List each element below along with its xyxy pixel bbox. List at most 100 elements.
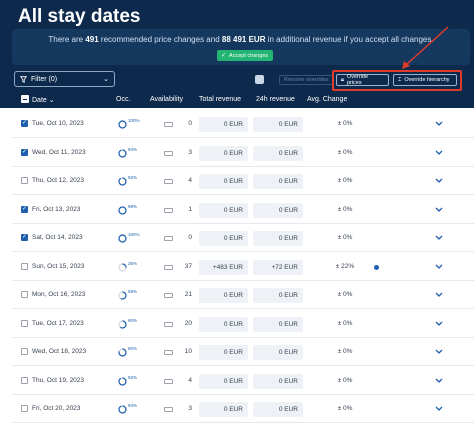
remove-overrides-button[interactable]: Remove overrides (279, 75, 334, 85)
chevron-down-icon (435, 292, 443, 297)
occupancy: 94% (118, 402, 158, 416)
expand-row-button[interactable] (432, 231, 447, 245)
expand-row-button[interactable] (432, 117, 447, 131)
banner-suffix: in additional revenue if you accept all … (267, 35, 434, 44)
revenue-24h-value: 0 EUR (253, 174, 303, 189)
table-row[interactable]: Mon, Oct 16, 2023 58% 21 0 EUR 0 EUR ± 0… (12, 281, 474, 309)
clipboard-icon[interactable] (255, 75, 264, 84)
expand-row-button[interactable] (432, 260, 447, 274)
table-row[interactable]: Fri, Oct 13, 2023 98% 1 0 EUR 0 EUR ± 0% (12, 196, 474, 224)
occupancy-ring-icon (118, 319, 127, 329)
recommendation-banner: There are 491 recommended price changes … (12, 29, 470, 65)
stay-date: Mon, Oct 16, 2023 (32, 291, 86, 298)
chevron-down-icon (435, 178, 443, 183)
col-avg-change[interactable]: Avg. Change (307, 96, 348, 103)
row-checkbox[interactable] (21, 291, 28, 298)
table-row[interactable]: Sat, Oct 14, 2023 100% 0 0 EUR 0 EUR ± 0… (12, 224, 474, 252)
row-checkbox[interactable] (21, 148, 28, 156)
highlight-box (332, 70, 462, 91)
revenue-24h-value: 0 EUR (253, 316, 303, 332)
chevron-down-icon (435, 349, 443, 354)
override-prices-label: Override prices (346, 74, 369, 86)
occupancy-value: 80% (128, 346, 138, 351)
availability-value: 21 (184, 291, 192, 298)
occupancy-ring-icon (118, 177, 127, 186)
bed-icon (164, 178, 173, 184)
filter-button[interactable]: Filter (0) ⌄ (14, 71, 115, 87)
availability-value: 0 (188, 120, 192, 127)
row-checkbox[interactable] (21, 376, 28, 384)
revenue-24h-value: 0 EUR (253, 202, 303, 218)
expand-row-button[interactable] (432, 317, 447, 331)
total-revenue-value: 0 EUR (199, 145, 248, 161)
occupancy-ring-icon (118, 405, 127, 414)
expand-row-button[interactable] (432, 345, 447, 359)
table-row[interactable]: Wed, Oct 11, 2023 94% 3 0 EUR 0 EUR ± 0% (12, 139, 474, 167)
occupancy-value: 94% (128, 403, 138, 408)
availability-value: 10 (184, 348, 192, 355)
row-checkbox[interactable] (21, 319, 28, 327)
expand-row-button[interactable] (432, 174, 447, 188)
total-revenue-value: 0 EUR (199, 345, 248, 360)
col-availability[interactable]: Availability (150, 96, 183, 103)
col-date[interactable]: Date ⌄ (32, 97, 55, 104)
accept-changes-button[interactable]: ✓ Accept changes (217, 50, 274, 61)
override-prices-button[interactable]: 🔒︎ Override prices (336, 74, 389, 86)
banner-middle: recommended price changes and (100, 35, 220, 44)
expand-row-button[interactable] (432, 374, 447, 388)
table-header: Date ⌄ Occ. Availability Total revenue 2… (0, 92, 474, 108)
row-checkbox[interactable] (21, 177, 28, 184)
table-row[interactable]: Tue, Oct 17, 2023 60% 20 0 EUR 0 EUR ± 0… (12, 310, 474, 338)
row-checkbox[interactable] (21, 405, 28, 412)
table-row[interactable]: Fri, Oct 20, 2023 94% 3 0 EUR 0 EUR ± 0% (12, 395, 474, 423)
text-cursor-icon: ⌶ (398, 76, 402, 83)
accept-changes-label: Accept changes (229, 52, 269, 59)
override-hierarchy-label: Override hierarchy (404, 77, 450, 83)
stay-date: Sun, Oct 15, 2023 (32, 262, 85, 270)
check-icon: ✓ (221, 53, 227, 59)
table-row[interactable]: Thu, Oct 19, 2023 92% 4 0 EUR 0 EUR ± 0% (12, 367, 474, 395)
col-24h-revenue[interactable]: 24h revenue (256, 96, 295, 103)
expand-row-button[interactable] (432, 146, 447, 160)
occupancy-value: 92% (128, 374, 138, 380)
banner-prefix: There are (48, 35, 84, 44)
bed-icon (164, 378, 173, 384)
recommendation-count: 491 (85, 35, 99, 44)
row-checkbox[interactable] (21, 119, 28, 127)
table-row[interactable]: Sun, Oct 15, 2023 26% 37 +483 EUR +72 EU… (12, 253, 474, 281)
occupancy-ring-icon (118, 120, 127, 129)
table-row[interactable]: Wed, Oct 18, 2023 80% 10 0 EUR 0 EUR ± 0… (12, 338, 474, 366)
bed-icon (164, 406, 173, 412)
availability-value: 3 (188, 148, 192, 156)
avg-change-value: ± 0% (337, 205, 353, 213)
change-indicator-dot (374, 264, 379, 270)
col-occ[interactable]: Occ. (116, 96, 131, 103)
occupancy: 58% (118, 288, 158, 302)
occupancy: 94% (118, 146, 158, 160)
row-checkbox[interactable] (21, 262, 28, 270)
occupancy-value: 26% (128, 260, 138, 266)
table-row[interactable]: Tue, Oct 10, 2023 100% 0 0 EUR 0 EUR ± 0… (12, 110, 474, 138)
chevron-down-icon (435, 264, 443, 269)
availability-value: 4 (188, 376, 192, 384)
availability-value: 20 (184, 319, 192, 327)
col-total-revenue[interactable]: Total revenue (199, 96, 242, 103)
occupancy-ring-icon (118, 205, 127, 215)
row-checkbox[interactable] (21, 205, 28, 213)
occupancy-ring-icon (118, 376, 127, 386)
expand-row-button[interactable] (432, 402, 447, 416)
total-revenue-value: 0 EUR (199, 288, 248, 303)
expand-row-button[interactable] (432, 203, 447, 217)
select-all-checkbox[interactable] (21, 95, 29, 103)
revenue-24h-value: 0 EUR (253, 402, 303, 417)
table-row[interactable]: Thu, Oct 12, 2023 92% 4 0 EUR 0 EUR ± 0% (12, 167, 474, 195)
stay-date: Wed, Oct 11, 2023 (32, 148, 86, 156)
row-checkbox[interactable] (21, 233, 28, 241)
override-hierarchy-button[interactable]: ⌶ Override hierarchy (393, 74, 457, 86)
stay-date: Sat, Oct 14, 2023 (32, 234, 83, 241)
expand-row-button[interactable] (432, 288, 447, 302)
occupancy-value: 58% (128, 289, 138, 294)
row-checkbox[interactable] (21, 348, 28, 355)
bed-icon (164, 150, 173, 156)
avg-change-value: ± 0% (337, 348, 353, 355)
